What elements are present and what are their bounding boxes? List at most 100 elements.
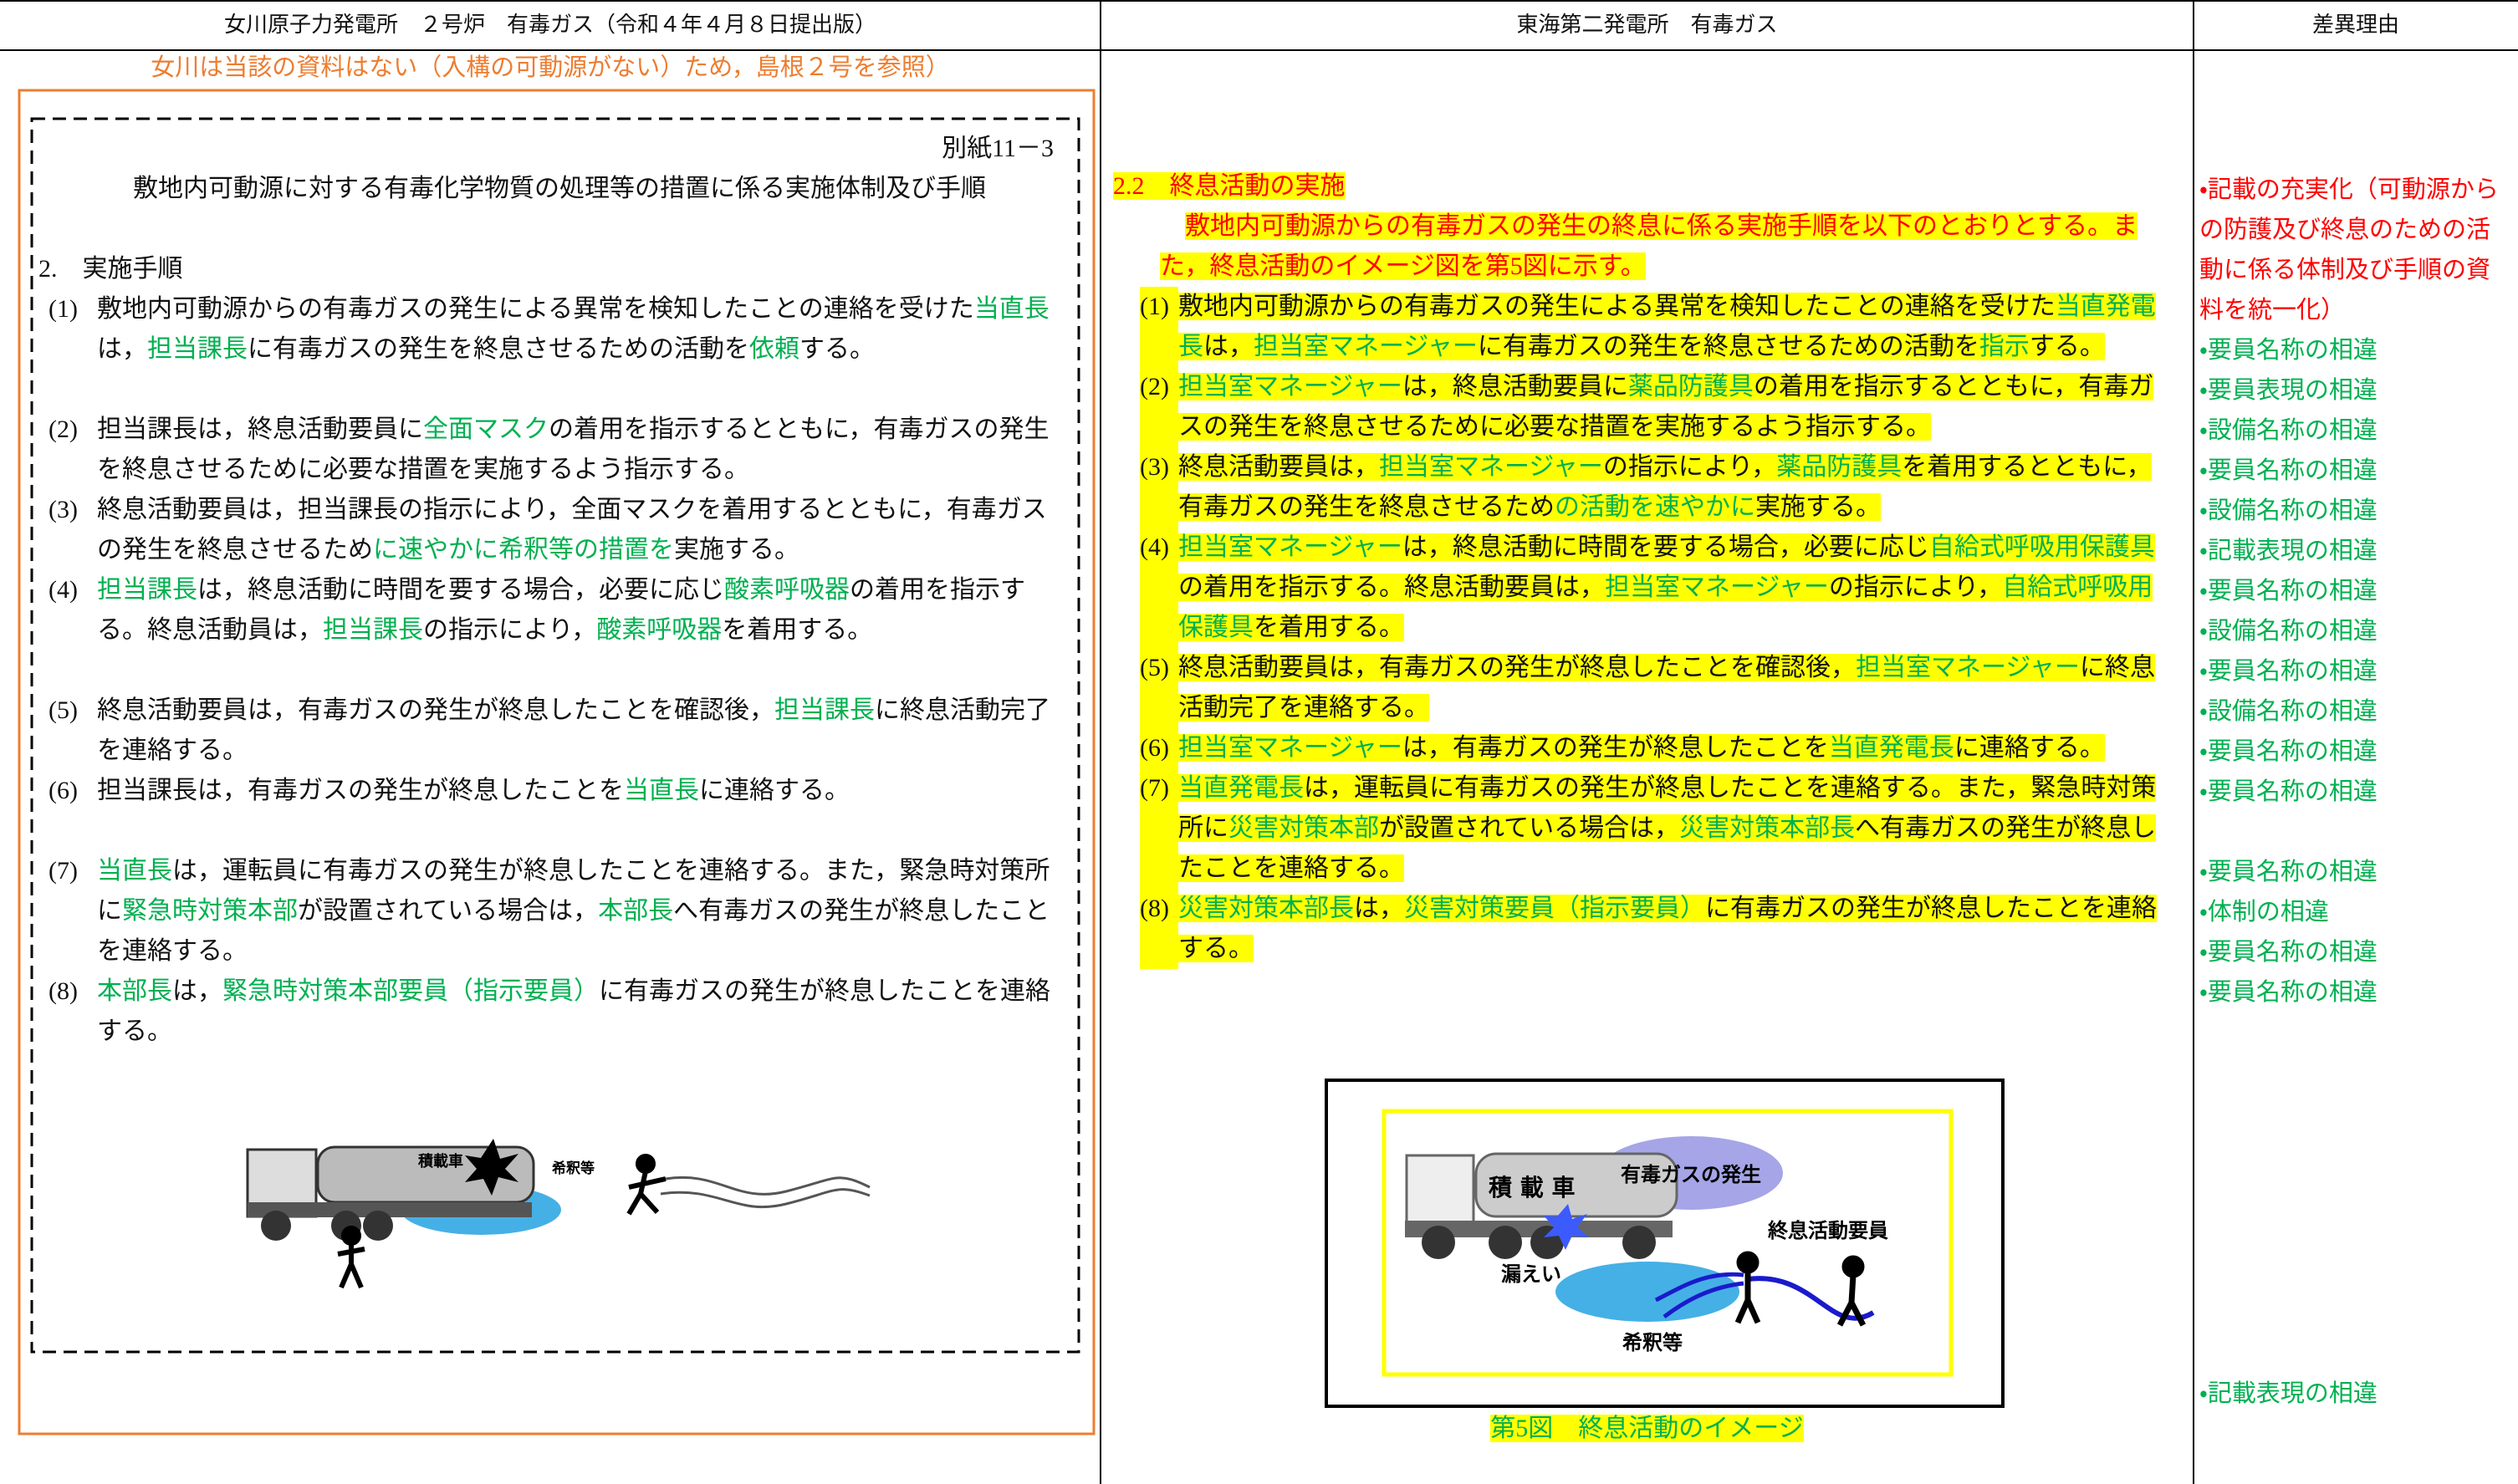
reason: ・要員名称の相違 bbox=[2199, 658, 2378, 685]
text-run: 災害対策本部長 bbox=[1178, 895, 1354, 922]
item: (6) 担当課長は，有毒ガスの発生が終息したことを当直長に連絡する。 bbox=[49, 771, 1070, 811]
reason: ・要員名称の相違 bbox=[2199, 337, 2378, 364]
item: (6) 担当室マネージャーは，有毒ガスの発生が終息したことを当直発電長に連絡する。 bbox=[1140, 728, 2173, 768]
text-run: の指示により， bbox=[1828, 574, 2003, 601]
text-run: 敷地内可動源からの有毒ガスの発生による異常を検知したことの連絡を受けた bbox=[97, 295, 974, 323]
item-text: 担当課長は，終息活動に時間を要する場合，必要に応じ酸素呼吸器の着用を指示する。終… bbox=[97, 570, 1070, 650]
item-list: (1) 敷地内可動源からの有毒ガスの発生による異常を検知したことの連絡を受けた当直… bbox=[49, 289, 1070, 1052]
text-run: 担当室マネージャー bbox=[1856, 654, 2080, 681]
item-list: (1) 敷地内可動源からの有毒ガスの発生による異常を検知したことの連絡を受けた当直… bbox=[1113, 287, 2173, 969]
reason: ・要員名称の相違 bbox=[2199, 778, 2378, 805]
text-run: へ有毒ガスの発生が終息したことを連絡する。 bbox=[97, 897, 1050, 965]
item: (4) 担当室マネージャーは，終息活動に時間を要する場合，必要に応じ自給式呼吸用保… bbox=[1140, 528, 2173, 648]
text-run: 担当課長は，終息活動要員に bbox=[97, 416, 423, 443]
item-text: 終息活動要員は，有毒ガスの発生が終息したことを確認後，担当室マネージャーに終息活… bbox=[1178, 648, 2173, 728]
item-text: 本部長は，緊急時対策本部要員（指示要員）に有毒ガスの発生が終息したことを連絡する… bbox=[97, 971, 1070, 1052]
text-run: 終息活動要員は，有毒ガスの発生が終息したことを確認後， bbox=[97, 696, 774, 724]
text-run: を着用する。 bbox=[1254, 614, 1404, 641]
text-run: は，終息活動要員に bbox=[1402, 373, 1628, 400]
text-run: 当直長 bbox=[97, 857, 172, 885]
item-label: (3) bbox=[1140, 447, 1178, 528]
text-run: 当直発電長 bbox=[1178, 774, 1304, 802]
item-label: (4) bbox=[49, 576, 78, 604]
text-run: 担当室マネージャー bbox=[1254, 333, 1478, 360]
item: (2) 担当課長は，終息活動要員に全面マスクの着用を指示するとともに，有毒ガスの発… bbox=[49, 410, 1070, 490]
reason: ・記載の充実化（可動源からの防護及び終息のための活動に係る体制及び手順の資料を統… bbox=[2199, 176, 2499, 324]
intro: 敷地内可動源からの有毒ガスの発生の終息に係る実施手順を以下のとおりとする。また，… bbox=[1160, 212, 2138, 280]
text-run: 災害対策要員（指示要員） bbox=[1404, 895, 1705, 922]
reason: ・要員表現の相違 bbox=[2199, 377, 2378, 404]
text-run: が設置されている場合は， bbox=[298, 897, 599, 925]
figure-label: 有毒ガスの発生 bbox=[1621, 1163, 1761, 1186]
item: (3) 終息活動要員は，担当室マネージャーの指示により，薬品防護具を着用するととも… bbox=[1140, 447, 2173, 528]
text-run: 薬品防護具 bbox=[1627, 373, 1754, 400]
text-run: は， bbox=[1203, 333, 1254, 360]
text-run: は，有毒ガスの発生が終息したことを bbox=[1402, 734, 1829, 762]
text-run: 当直長 bbox=[973, 295, 1050, 323]
reason: ・記載表現の相違 bbox=[2199, 1380, 2378, 1407]
item-label: (4) bbox=[1140, 528, 1178, 648]
header-cell: 東海第二発電所 有毒ガス bbox=[1516, 13, 1778, 37]
figure-label: 希釈等 bbox=[552, 1160, 595, 1177]
text-run: の活動を速やかに bbox=[1555, 493, 1755, 521]
text-run: 災害対策本部長 bbox=[1679, 814, 1856, 842]
item-text: 担当室マネージャーは，終息活動要員に薬品防護具の着用を指示するとともに，有毒ガス… bbox=[1178, 367, 2173, 447]
item-label: (5) bbox=[49, 696, 78, 724]
item-text: 担当課長は，終息活動要員に全面マスクの着用を指示するとともに，有毒ガスの発生を終… bbox=[97, 410, 1070, 490]
text-run: 実施する。 bbox=[674, 536, 799, 564]
text-run: に有毒ガスの発生を終息させるための活動を bbox=[248, 335, 749, 363]
item: (3) 終息活動要員は，担当課長の指示により，全面マスクを着用するとともに，有毒ガ… bbox=[49, 490, 1070, 570]
reason: ・設備名称の相違 bbox=[2199, 497, 2378, 524]
figure-label: 漏えい bbox=[1501, 1262, 1561, 1286]
reason: ・要員名称の相違 bbox=[2199, 939, 2378, 966]
text-run: 自給式呼吸用保護具 bbox=[1928, 533, 2155, 561]
item-text: 担当課長は，有毒ガスの発生が終息したことを当直長に連絡する。 bbox=[97, 771, 1070, 811]
item-text: 担当室マネージャーは，終息活動に時間を要する場合，必要に応じ自給式呼吸用保護具の… bbox=[1178, 528, 2173, 648]
text-run: 敷地内可動源からの有毒ガスの発生による異常を検知したことの連絡を受けた bbox=[1178, 293, 2056, 320]
item-label: (7) bbox=[1140, 768, 1178, 889]
item-label: (3) bbox=[49, 496, 78, 523]
text-run: に速やかに希釈等の措置を bbox=[373, 536, 674, 564]
left-figure: 積載車 希釈等 bbox=[246, 1139, 871, 1289]
doc-title: 敷地内可動源に対する有毒化学物質の処理等の措置に係る実施体制及び手順 bbox=[133, 175, 986, 202]
text-run: 担当課長 bbox=[147, 335, 248, 363]
text-run: 災害対策本部 bbox=[1228, 814, 1379, 842]
text-run: 全面マスク bbox=[423, 416, 549, 443]
text-run: 担当室マネージャー bbox=[1178, 533, 1402, 561]
text-run: 依頼 bbox=[749, 335, 799, 363]
item: (1) 敷地内可動源からの有毒ガスの発生による異常を検知したことの連絡を受けた当直… bbox=[1140, 287, 2173, 367]
item-text: 敷地内可動源からの有毒ガスの発生による異常を検知したことの連絡を受けた当直発電長… bbox=[1178, 287, 2173, 367]
middle-figure: 有毒ガスの発生 積 載 車 終息活動要員 漏えい 希釈等 bbox=[1325, 1079, 2005, 1408]
figure-label: 積載車 bbox=[417, 1152, 463, 1170]
reason: ・要員名称の相違 bbox=[2199, 738, 2378, 765]
text-run: 当直長 bbox=[624, 777, 699, 804]
figure-label: 積 載 車 bbox=[1489, 1174, 1576, 1201]
section-heading: 2. 実施手順 bbox=[38, 255, 183, 283]
text-run: は，運転員に有毒ガスの発生が終息したことを連絡する。また，緊急時対策所に bbox=[97, 857, 1050, 925]
item: (8) 本部長は，緊急時対策本部要員（指示要員）に有毒ガスの発生が終息したことを連… bbox=[49, 971, 1070, 1052]
reason: ・要員名称の相違 bbox=[2199, 457, 2378, 484]
text-run: 担当室マネージャー bbox=[1178, 373, 1402, 400]
item-label: (8) bbox=[49, 977, 78, 1005]
item: (8) 災害対策本部長は，災害対策要員（指示要員）に有毒ガスの発生が終息したことを… bbox=[1140, 889, 2173, 969]
text-run: の着用を指示するとともに，有毒ガスの発生を終息させるために必要な措置を実施するよ… bbox=[97, 416, 1050, 483]
item: (5) 終息活動要員は，有毒ガスの発生が終息したことを確認後，担当室マネージャーに… bbox=[1140, 648, 2173, 728]
text-run: に有毒ガスの発生が終息したことを連絡する。 bbox=[97, 977, 1050, 1045]
text-run: 担当室マネージャー bbox=[1605, 574, 1829, 601]
item-text: 当直長は，運転員に有毒ガスの発生が終息したことを連絡する。また，緊急時対策所に緊… bbox=[97, 851, 1070, 971]
text-run: の指示により， bbox=[423, 616, 597, 644]
text-run: する。 bbox=[799, 335, 875, 363]
text-run: の着用を指示する。終息活動要員は， bbox=[1178, 574, 1605, 601]
text-run: は， bbox=[1354, 895, 1404, 922]
item: (7) 当直発電長は，運転員に有毒ガスの発生が終息したことを連絡する。また，緊急時… bbox=[1140, 768, 2173, 889]
orange-frame bbox=[18, 89, 1096, 1436]
item-label: (7) bbox=[49, 857, 78, 885]
text-run: の着用を指示する。終息活動員は， bbox=[97, 576, 1025, 644]
text-run: の指示により， bbox=[1602, 453, 1777, 481]
attachment: 別紙11－3 bbox=[942, 135, 1054, 162]
item: (5) 終息活動要員は，有毒ガスの発生が終息したことを確認後，担当課長に終息活動完… bbox=[49, 691, 1070, 771]
item-label: (8) bbox=[1140, 889, 1178, 969]
text-run: は， bbox=[97, 335, 147, 363]
